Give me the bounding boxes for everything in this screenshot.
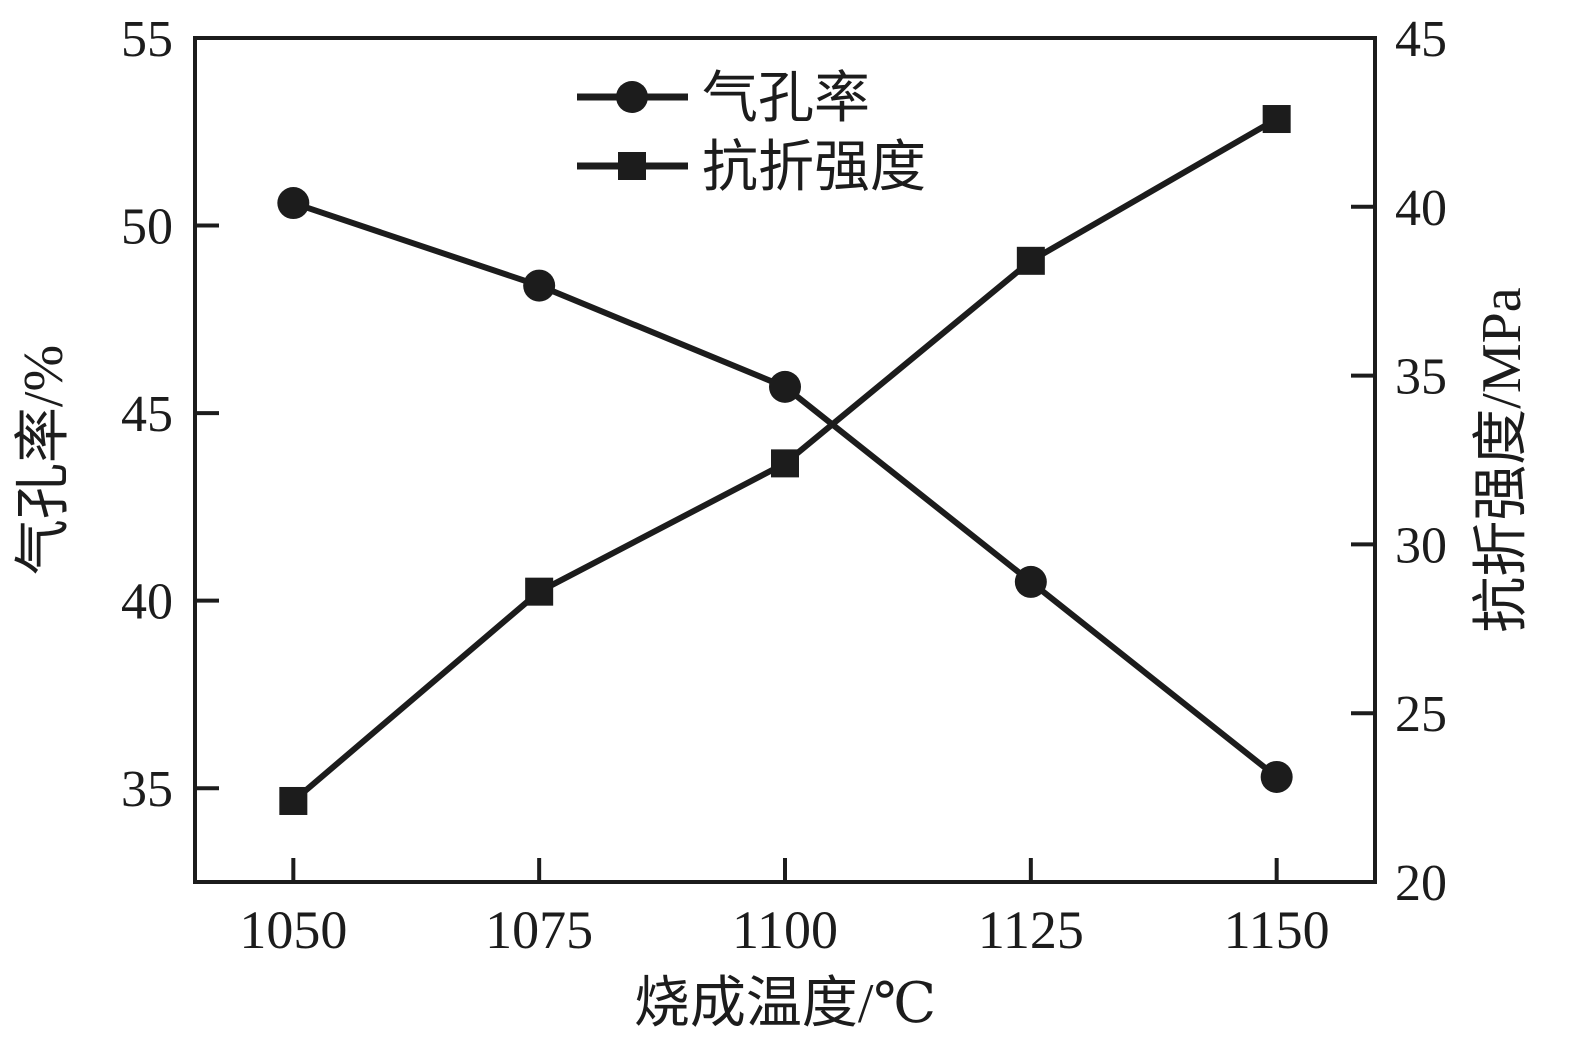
axis-ticks — [195, 36, 1375, 884]
data-point-circle — [769, 370, 801, 403]
x-axis-tick-label: 1125 — [978, 900, 1084, 960]
data-point-circle — [1260, 760, 1293, 793]
right-axis-tick-label: 30 — [1395, 517, 1447, 574]
left-axis-tick-label: 40 — [121, 574, 173, 631]
left-axis-tick-label: 50 — [121, 199, 173, 256]
data-point-circle — [523, 269, 556, 302]
left-axis-tick-label: 35 — [121, 761, 173, 818]
legend-circle-marker-icon — [616, 81, 648, 113]
legend-label-strength: 抗折强度 — [702, 137, 926, 199]
data-point-circle — [1014, 565, 1047, 598]
x-axis-tick-label: 1050 — [239, 900, 347, 960]
right-axis-tick-label: 45 — [1395, 11, 1447, 68]
data-point-square — [771, 449, 799, 478]
legend-item-strength: 抗折强度 — [577, 137, 926, 199]
data-point-square — [1262, 105, 1291, 134]
data-point-square — [525, 577, 554, 606]
left-axis-title: 气孔率/% — [13, 345, 75, 575]
right-axis-tick-label: 40 — [1395, 180, 1447, 237]
x-axis-title: 烧成温度/℃ — [634, 973, 936, 1035]
data-series — [277, 105, 1293, 815]
legend: 气孔率 抗折强度 — [577, 68, 926, 199]
axis-tick-labels: 35 40 45 50 55 20 25 30 35 40 45 1050 1075 1100 1125 11… — [121, 11, 1447, 960]
right-axis-tick-label: 25 — [1395, 686, 1447, 743]
right-axis-title: 抗折强度/MPa — [1471, 287, 1533, 632]
x-axis-tick-label: 1100 — [732, 900, 838, 960]
x-axis-tick-label: 1075 — [485, 900, 593, 960]
left-axis-tick-label: 45 — [121, 386, 173, 443]
series-line-porosity — [292, 200, 1279, 780]
right-axis-tick-label: 35 — [1395, 349, 1447, 406]
legend-square-marker-icon — [618, 152, 646, 180]
legend-label-porosity: 气孔率 — [702, 68, 870, 130]
left-axis-tick-label: 55 — [121, 11, 173, 68]
data-point-square — [279, 786, 308, 815]
legend-item-porosity: 气孔率 — [577, 68, 870, 130]
data-point-circle — [277, 187, 310, 220]
x-axis-tick-label: 1150 — [1224, 900, 1330, 960]
right-axis-tick-label: 20 — [1395, 855, 1447, 912]
data-point-square — [1016, 246, 1045, 275]
